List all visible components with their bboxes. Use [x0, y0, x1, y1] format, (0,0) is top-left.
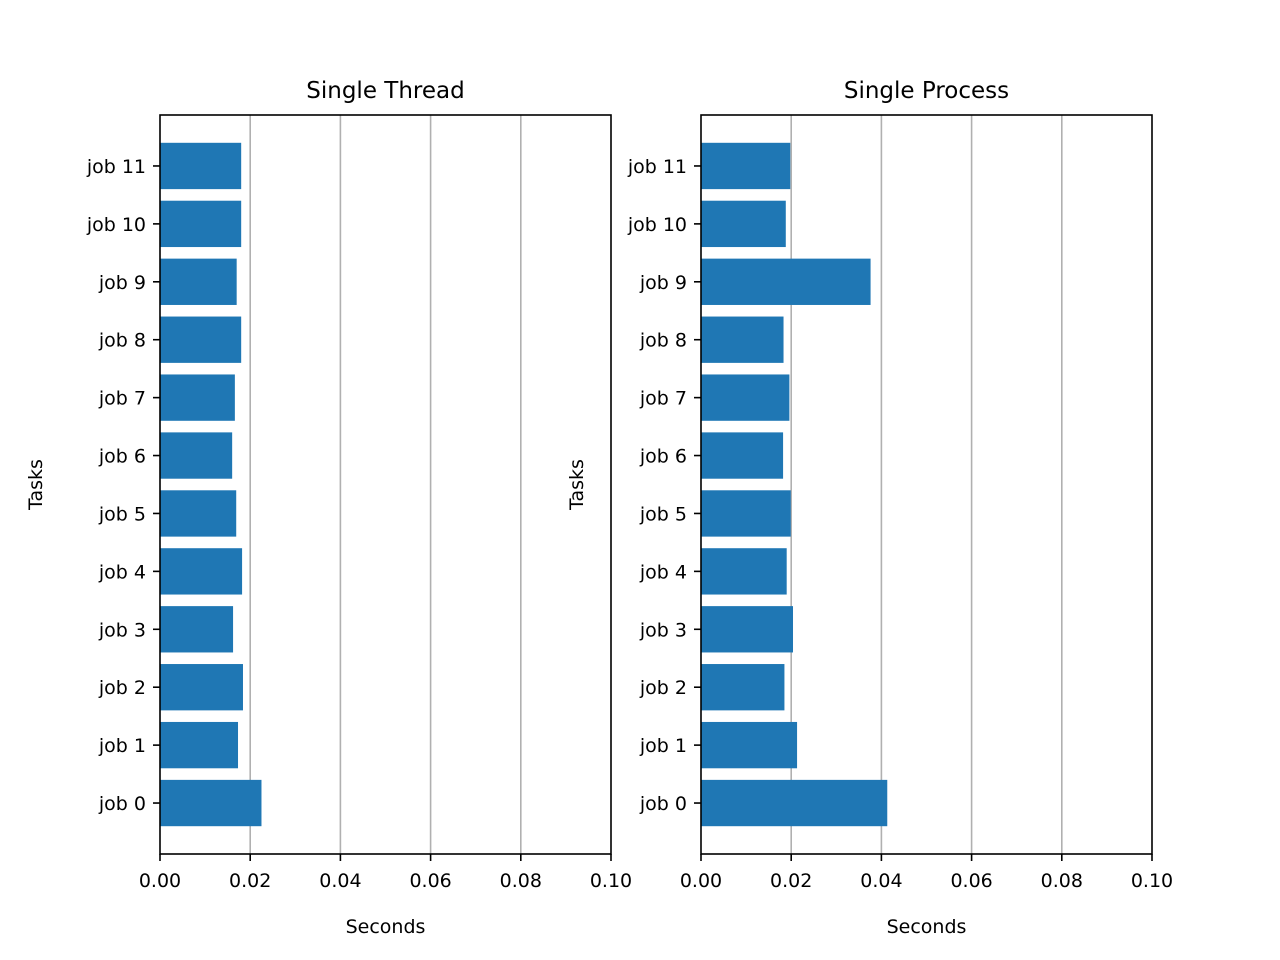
chart-title: Single Thread [306, 78, 464, 104]
y-tick-label: job 7 [639, 388, 687, 410]
x-tick-label: 0.06 [950, 870, 992, 892]
bar [160, 258, 237, 305]
bar [701, 779, 888, 827]
y-tick-label: job 0 [639, 793, 687, 815]
bar [160, 779, 262, 827]
single-process-panel: 0.00 0.02 0.04 0.06 0.08 0.10 job 0 job 1 job 2 j… [566, 78, 1173, 938]
chart-title: Single Process [844, 78, 1009, 104]
x-tick-label: 0.02 [229, 870, 271, 892]
bar [701, 200, 786, 248]
bar [701, 548, 787, 595]
bar [160, 664, 243, 711]
bar [160, 490, 237, 537]
bar [701, 721, 798, 769]
x-tick-label: 0.10 [590, 870, 632, 892]
bar [160, 548, 243, 595]
bar [160, 316, 242, 363]
x-axis-label: Seconds [346, 916, 426, 938]
y-tick-label: job 8 [98, 330, 146, 352]
y-axis-label: Tasks [25, 459, 47, 511]
x-tick-label: 0.02 [770, 870, 812, 892]
y-tick-label: job 9 [98, 272, 146, 294]
y-tick-label: job 2 [639, 677, 687, 699]
y-tick-label: job 11 [627, 156, 687, 178]
bar [160, 142, 242, 190]
x-tick-label: 0.00 [139, 870, 181, 892]
bar [701, 258, 871, 305]
y-axis-label: Tasks [566, 459, 588, 511]
bar [160, 200, 242, 248]
y-tick-label: job 3 [98, 619, 146, 641]
x-tick-label: 0.04 [860, 870, 902, 892]
y-tick-label: job 4 [98, 561, 146, 583]
y-tick-label: job 3 [639, 619, 687, 641]
axes-frame [700, 114, 1153, 855]
y-tick-label: job 0 [98, 793, 146, 815]
y-tick-label: job 7 [98, 388, 146, 410]
bar [160, 432, 233, 479]
axes-frame [159, 114, 612, 855]
y-tick-label: job 6 [639, 446, 687, 468]
bar [701, 374, 790, 421]
y-tick-label: job 1 [98, 735, 146, 757]
y-tick-label: job 10 [86, 214, 146, 236]
y-tick-label: job 10 [627, 214, 687, 236]
x-tick-label: 0.04 [319, 870, 361, 892]
bar [701, 316, 784, 363]
y-tick-label: job 11 [86, 156, 146, 178]
bar [701, 432, 784, 479]
y-tick-label: job 4 [639, 561, 687, 583]
y-tick-label: job 6 [98, 446, 146, 468]
x-tick-label: 0.00 [680, 870, 722, 892]
bar [160, 374, 235, 421]
x-tick-label: 0.08 [1041, 870, 1083, 892]
x-tick-label: 0.06 [409, 870, 451, 892]
bar [701, 664, 785, 711]
y-tick-label: job 5 [639, 503, 687, 525]
bar [701, 606, 794, 653]
y-tick-label: job 1 [639, 735, 687, 757]
y-tick-label: job 5 [98, 503, 146, 525]
bar [160, 721, 239, 769]
y-tick-label: job 9 [639, 272, 687, 294]
x-tick-label: 0.08 [500, 870, 542, 892]
y-tick-label: job 2 [98, 677, 146, 699]
bar [701, 490, 791, 537]
bar [160, 606, 234, 653]
y-tick-label: job 8 [639, 330, 687, 352]
x-axis-label: Seconds [887, 916, 967, 938]
bar [701, 142, 791, 190]
single-thread-panel: 0.00 0.02 0.04 0.06 0.08 0.10 job 0 job 1 job 2 j… [25, 78, 632, 938]
x-tick-label: 0.10 [1131, 870, 1173, 892]
